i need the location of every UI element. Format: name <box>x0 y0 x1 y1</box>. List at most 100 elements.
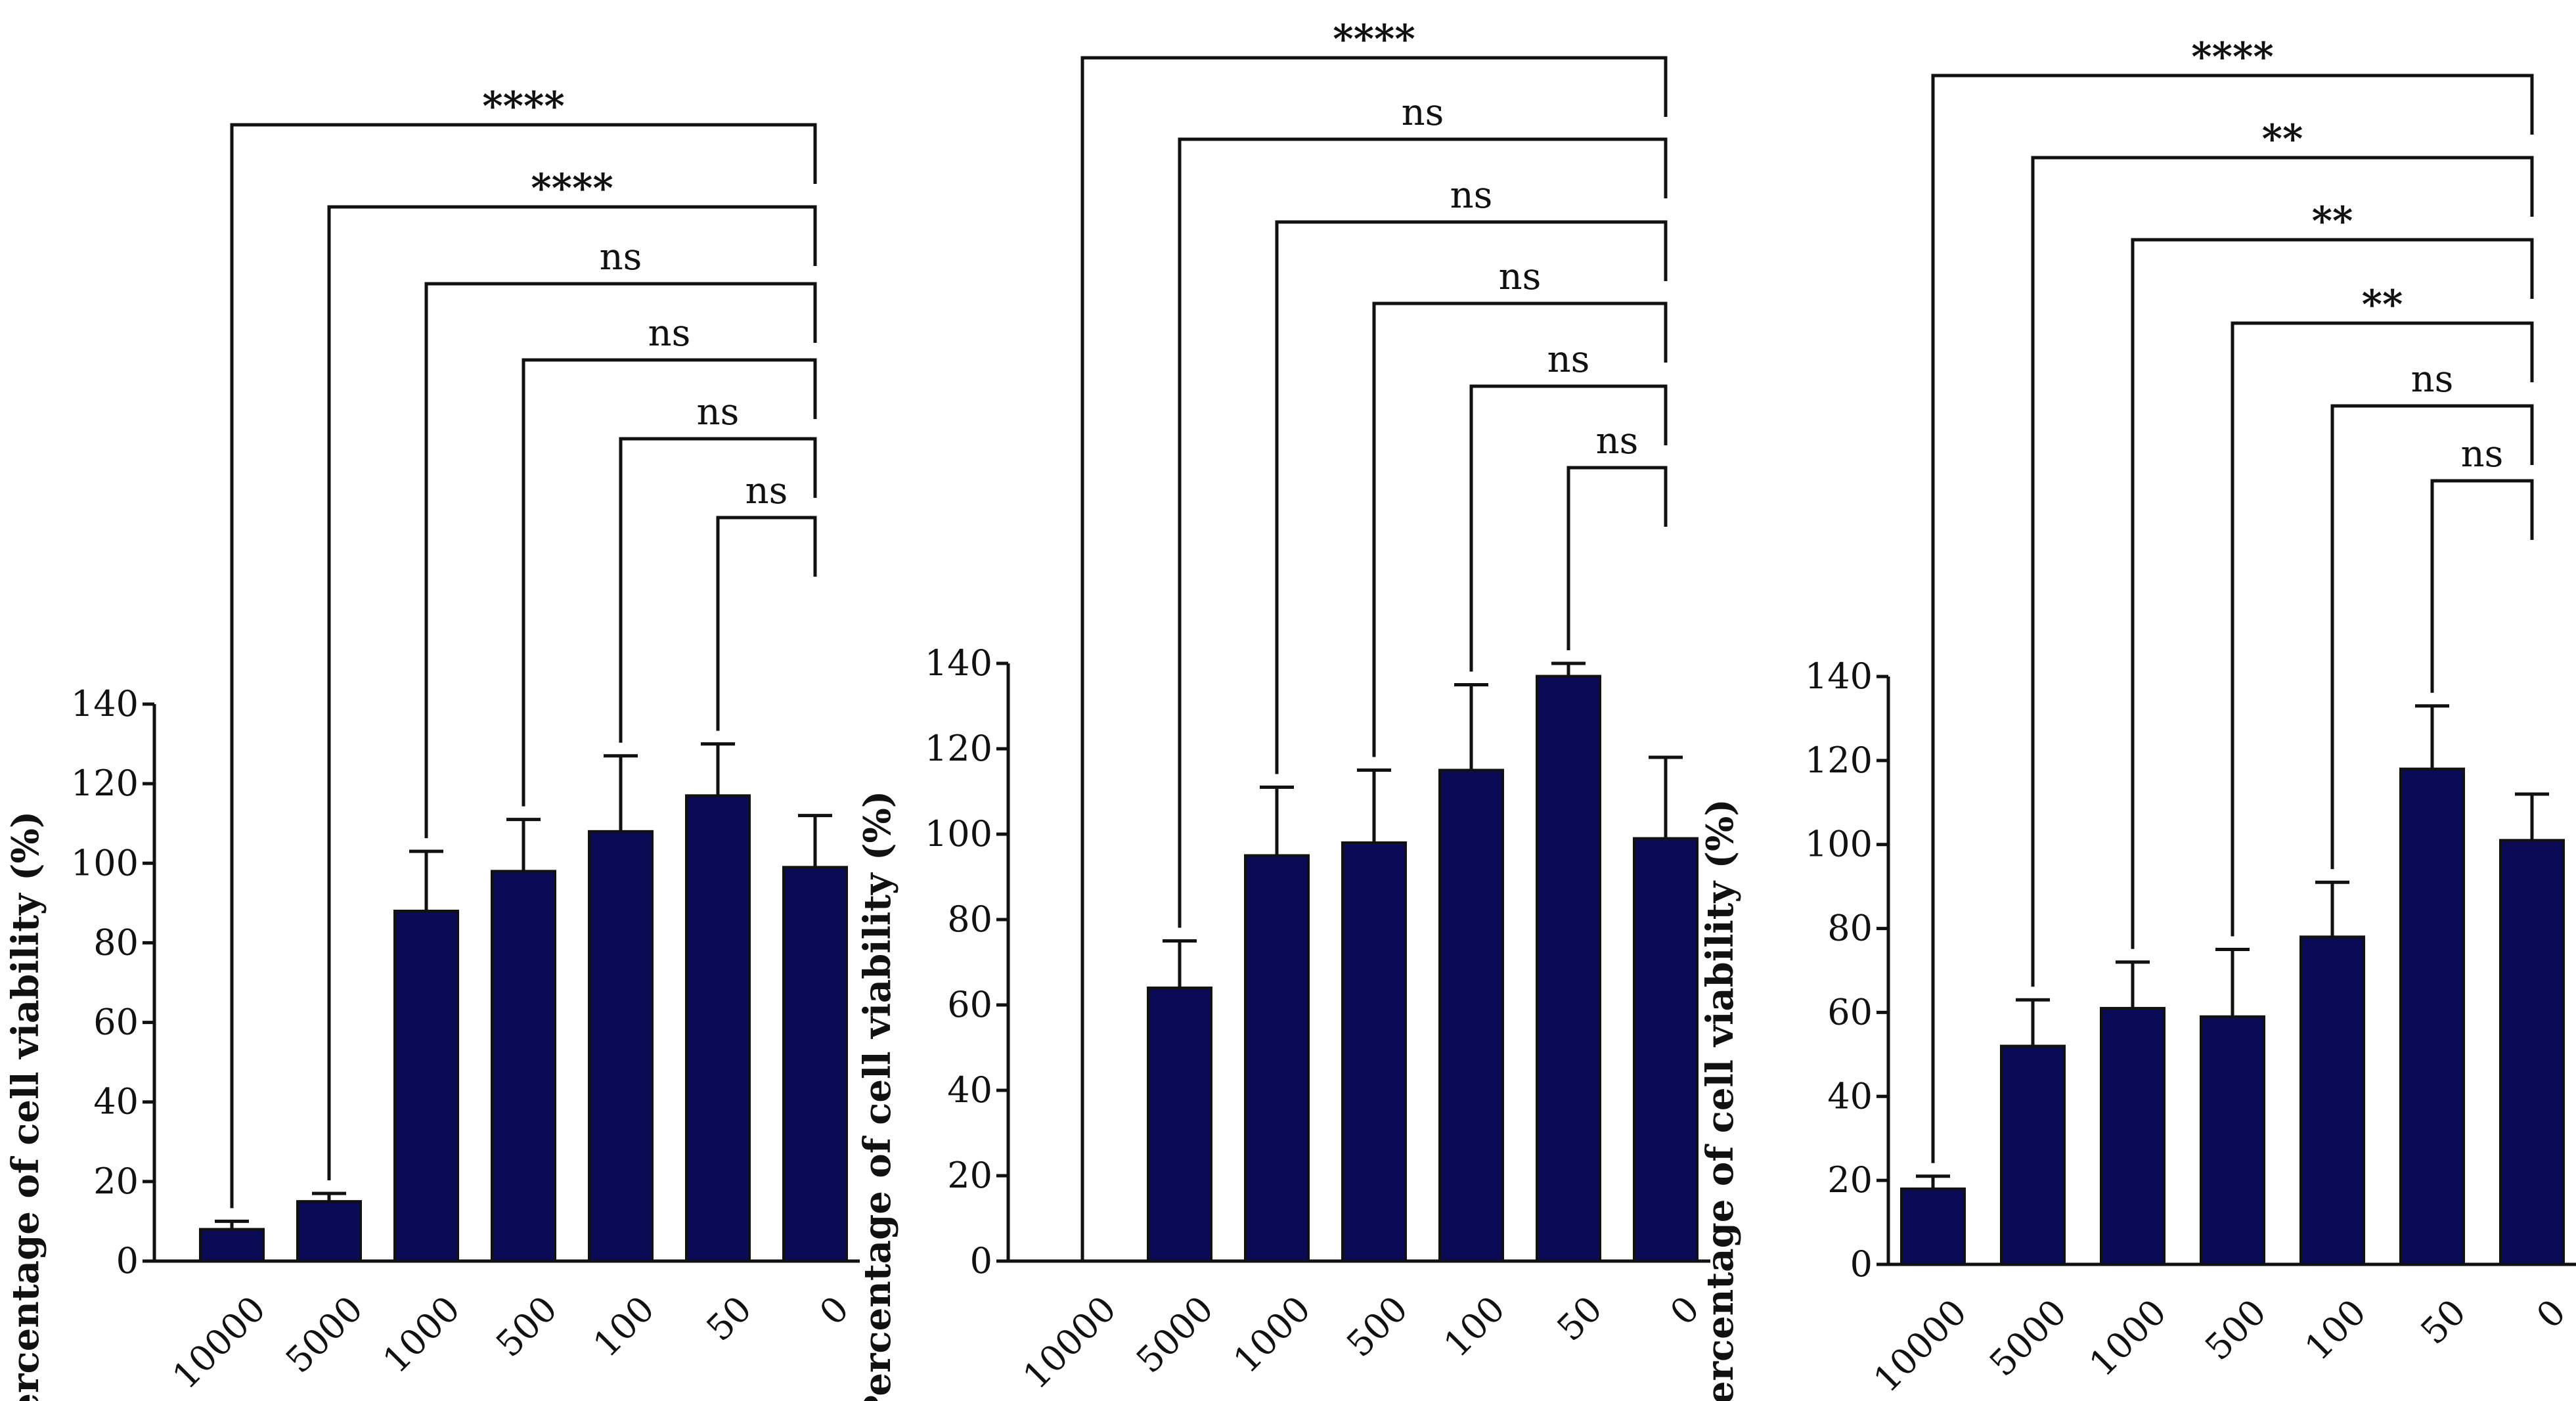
panel-1: 0 20 40 60 80 100 120 140 Percentage of cell via… <box>4 83 860 1401</box>
x-tick-label-100: 100 <box>1436 1288 1513 1365</box>
y-tick-label: 100 <box>925 813 992 855</box>
significance-label-100: ns <box>1547 338 1590 381</box>
significance-label-5000: ** <box>2262 116 2303 162</box>
significance-bracket-10000 <box>1080 56 1668 1261</box>
significance-bracket-10000 <box>230 123 817 1209</box>
y-tick-label: 20 <box>93 1161 139 1202</box>
x-tick-label-5000: 5000 <box>278 1288 371 1381</box>
x-tick-label-500: 500 <box>488 1288 565 1365</box>
y-tick-label: 140 <box>71 683 139 724</box>
y-tick-label: 0 <box>1850 1243 1873 1285</box>
y-tick-label: 120 <box>71 763 139 804</box>
significance-label-10000: **** <box>482 83 565 129</box>
x-tick-label-500: 500 <box>2197 1291 2274 1368</box>
significance-bracket-10000 <box>1931 74 2534 1163</box>
significance-bracket-50 <box>1566 466 1668 650</box>
x-tick-label-500: 500 <box>1339 1288 1415 1365</box>
x-tick-label-10000: 10000 <box>1015 1288 1124 1397</box>
significance-label-50: ns <box>2461 433 2504 476</box>
significance-bracket-5000 <box>327 205 817 1181</box>
significance-label-100: ns <box>697 391 740 434</box>
y-tick-label: 20 <box>947 1155 992 1196</box>
x-tick-label-1000: 1000 <box>1226 1288 1319 1381</box>
y-tick-label: 100 <box>71 842 139 883</box>
significance-label-10000: **** <box>2191 34 2274 80</box>
bar-500 <box>491 870 556 1262</box>
x-tick-label-0: 0 <box>812 1288 857 1333</box>
significance-bracket-500 <box>1372 301 1668 757</box>
panel-2: 0 20 40 60 80 100 120 140 Percentage of cell via… <box>856 16 1710 1401</box>
x-tick-label-100: 100 <box>2297 1291 2374 1368</box>
bar-100 <box>588 830 654 1263</box>
bar-10000 <box>199 1228 265 1262</box>
bar-100 <box>1438 768 1504 1262</box>
x-tick-label-50: 50 <box>1549 1288 1610 1349</box>
bar-50 <box>1536 675 1601 1262</box>
x-tick-label-5000: 5000 <box>1982 1291 2075 1385</box>
bar-1000 <box>393 909 459 1262</box>
bar-10000 <box>1900 1187 1966 1266</box>
significance-bracket-50 <box>2430 479 2534 693</box>
y-tick-label: 60 <box>93 1002 139 1043</box>
significance-bracket-1000 <box>1275 220 1668 774</box>
y-axis-label: Percentage of cell viability (%) <box>856 791 899 1401</box>
bar-100 <box>2299 935 2365 1266</box>
significance-label-1000: ns <box>600 236 642 278</box>
y-tick-label: 40 <box>1827 1075 1873 1117</box>
x-tick-label-0: 0 <box>2529 1291 2574 1337</box>
y-tick-label: 140 <box>925 642 992 684</box>
significance-label-50: ns <box>745 470 788 512</box>
y-tick-label: 140 <box>1805 656 1873 697</box>
y-tick-label: 100 <box>1805 824 1873 865</box>
significance-label-500: ns <box>648 312 691 355</box>
panel-3: 0 20 40 60 80 100 120 140 Percentage of cell via… <box>1699 34 2576 1401</box>
x-tick-label-10000: 10000 <box>1865 1291 1974 1400</box>
y-tick-label: 60 <box>947 984 992 1025</box>
bar-1000 <box>2100 1007 2165 1266</box>
significance-label-5000: **** <box>531 166 613 211</box>
y-tick-label: 60 <box>1827 991 1873 1033</box>
bar-0 <box>782 866 848 1263</box>
significance-bracket-500 <box>2231 321 2534 937</box>
significance-label-100: ns <box>2411 358 2454 401</box>
bar-5000 <box>2000 1044 2066 1266</box>
y-tick-label: 80 <box>1827 908 1873 949</box>
y-tick-label: 120 <box>925 728 992 769</box>
y-tick-label: 20 <box>1827 1159 1873 1201</box>
x-tick-label-1000: 1000 <box>375 1288 468 1381</box>
bar-0 <box>1633 837 1699 1262</box>
significance-bracket-1000 <box>2131 238 2534 949</box>
significance-bracket-1000 <box>424 282 817 839</box>
y-tick-label: 40 <box>93 1081 139 1123</box>
x-tick-label-50: 50 <box>698 1288 759 1349</box>
y-tick-label: 40 <box>947 1069 992 1111</box>
significance-bracket-100 <box>2330 404 2534 870</box>
y-tick-label: 0 <box>116 1240 139 1281</box>
bar-1000 <box>1244 854 1310 1262</box>
y-axis-label: Percentage of cell viability (%) <box>4 811 47 1401</box>
x-tick-label-50: 50 <box>2412 1291 2474 1352</box>
significance-bracket-50 <box>716 516 817 731</box>
significance-label-500: ns <box>1499 256 1542 298</box>
bar-5000 <box>296 1200 362 1262</box>
bar-50 <box>685 794 751 1263</box>
bar-5000 <box>1147 987 1212 1262</box>
significance-label-1000: ns <box>1450 174 1493 217</box>
bar-500 <box>1341 841 1407 1262</box>
significance-label-10000: **** <box>1333 16 1415 62</box>
x-tick-label-100: 100 <box>585 1288 662 1365</box>
x-tick-label-5000: 5000 <box>1128 1288 1222 1381</box>
y-tick-label: 80 <box>947 899 992 940</box>
bar-50 <box>2399 767 2465 1266</box>
significance-bracket-100 <box>1469 384 1668 672</box>
bar-0 <box>2499 839 2565 1266</box>
y-axis-label: Percentage of cell viability (%) <box>1699 799 1742 1401</box>
bar-500 <box>2200 1015 2265 1266</box>
significance-label-50: ns <box>1596 420 1639 462</box>
y-tick-label: 120 <box>1805 740 1873 781</box>
significance-bracket-5000 <box>2031 156 2534 987</box>
significance-bracket-5000 <box>1178 137 1668 928</box>
significance-label-1000: ** <box>2312 198 2353 244</box>
significance-label-500: ** <box>2362 282 2403 328</box>
